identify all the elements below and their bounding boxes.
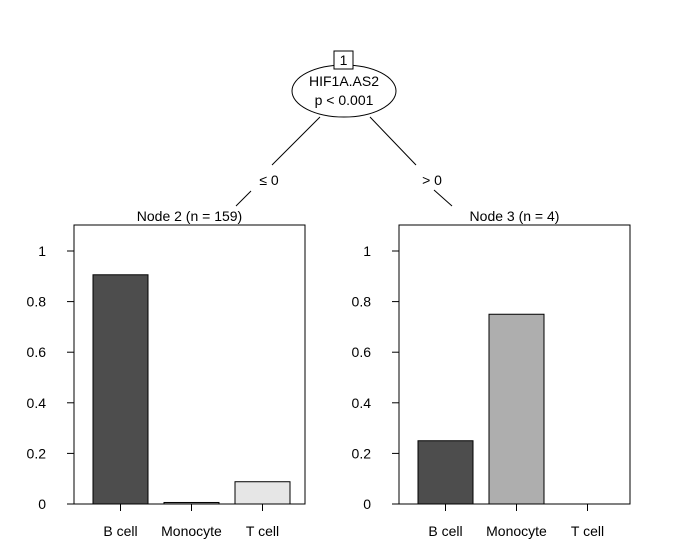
bar-monocyte bbox=[163, 501, 220, 505]
y-tick-label: 0.2 bbox=[27, 445, 47, 461]
x-tick-label: T cell bbox=[571, 523, 604, 539]
right-edge-label: > 0 bbox=[422, 172, 442, 188]
y-tick-label: 0.4 bbox=[27, 395, 47, 411]
node-3-panel: Node 3 (n = 4) 0 0.2 0.4 0.6 0.8 1 B cell Monocy… bbox=[352, 208, 631, 539]
edge-left-upper bbox=[271, 116, 321, 166]
root-node-id-box bbox=[333, 50, 354, 70]
root-node-pvalue: p < 0.001 bbox=[315, 92, 374, 108]
x-tick-label: B cell bbox=[103, 523, 137, 539]
node-2-panel: Node 2 (n = 159) 0 0.2 0.4 0.6 0.8 1 B cell Mono… bbox=[27, 208, 306, 539]
bar-b-cell bbox=[417, 440, 474, 505]
y-tick-label: 1 bbox=[363, 243, 371, 259]
y-tick-label: 0 bbox=[363, 496, 371, 512]
y-tick-label: 1 bbox=[38, 243, 46, 259]
panel-title: Node 3 (n = 4) bbox=[470, 208, 560, 224]
y-tick-label: 0 bbox=[38, 496, 46, 512]
x-tick-label: B cell bbox=[428, 523, 462, 539]
x-tick-label: Monocyte bbox=[486, 523, 547, 539]
left-edge-label: ≤ 0 bbox=[259, 172, 279, 188]
edge-left-lower bbox=[235, 190, 252, 207]
y-tick-label: 0.6 bbox=[352, 344, 372, 360]
y-tick-label: 0.4 bbox=[352, 395, 372, 411]
y-tick-label: 0.2 bbox=[352, 445, 372, 461]
x-tick-label: Monocyte bbox=[161, 523, 222, 539]
panel-title: Node 2 (n = 159) bbox=[137, 208, 242, 224]
y-tick-label: 0.8 bbox=[27, 294, 47, 310]
bar-t-cell bbox=[234, 481, 291, 505]
y-tick-label: 0.6 bbox=[27, 344, 47, 360]
root-node-id: 1 bbox=[340, 52, 348, 68]
bar-b-cell bbox=[92, 274, 149, 505]
edge-right-upper bbox=[369, 116, 417, 166]
x-tick-label: T cell bbox=[246, 523, 279, 539]
edge-right-lower bbox=[433, 189, 453, 207]
bar-monocyte bbox=[488, 313, 545, 505]
root-node-variable: HIF1A.AS2 bbox=[309, 73, 379, 89]
y-tick-label: 0.8 bbox=[352, 294, 372, 310]
